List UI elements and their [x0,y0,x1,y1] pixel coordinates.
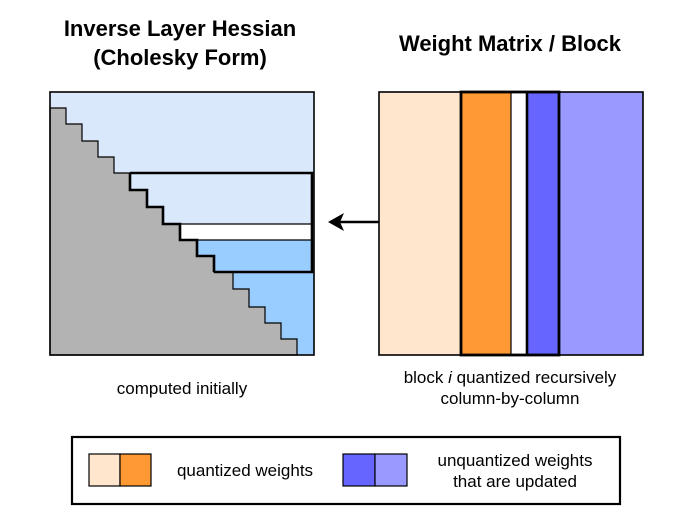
legend-unquantized-line1: unquantized weights [437,451,593,470]
weight-current-column [511,92,527,355]
hessian-caption: computed initially [50,378,314,399]
weight-matrix-caption: block i quantized recursively column-by-… [360,367,660,409]
legend-unquantized-label: unquantized weights that are updated [420,450,610,492]
weight-matrix-title-text: Weight Matrix / Block [398,31,622,56]
legend-swatch-orange [119,453,152,487]
legend-swatch-peach [88,453,121,487]
legend [70,435,622,506]
hessian-matrix [49,91,315,356]
hessian-title-line2: (Cholesky Form) [93,45,267,70]
weight-unquantized-right [559,92,643,355]
weight-quantized-current [461,92,511,355]
weight-caption-line2: column-by-column [440,389,580,408]
hessian-mid-blue-region [197,240,314,355]
legend-unquantized-line2: that are updated [453,472,577,491]
weight-matrix-title: Weight Matrix / Block [360,29,660,58]
hessian-staircase-outline [128,173,216,272]
legend-swatch-lavender [374,453,408,487]
legend-quantized-label: quantized weights [160,460,330,481]
weight-caption-prefix: block [403,368,449,387]
legend-quantized-text: quantized weights [176,461,314,480]
weight-updated-block [527,92,559,355]
hessian-caption-text: computed initially [116,379,248,398]
hessian-white-rows [180,224,314,240]
hessian-title: Inverse Layer Hessian (Cholesky Form) [30,14,330,72]
weight-matrix [378,90,644,357]
weight-border [378,91,644,356]
legend-swatch-blue-violet [342,453,376,487]
weight-caption-line1: block i quantized recursively [360,367,660,388]
hessian-border [49,91,315,356]
hessian-title-line1: Inverse Layer Hessian [63,16,297,41]
weight-caption-suffix: quantized recursively [451,368,617,387]
weight-caption-italic: i [448,368,452,387]
weight-quantized-left [379,92,461,355]
hessian-block-bracket [130,171,314,274]
